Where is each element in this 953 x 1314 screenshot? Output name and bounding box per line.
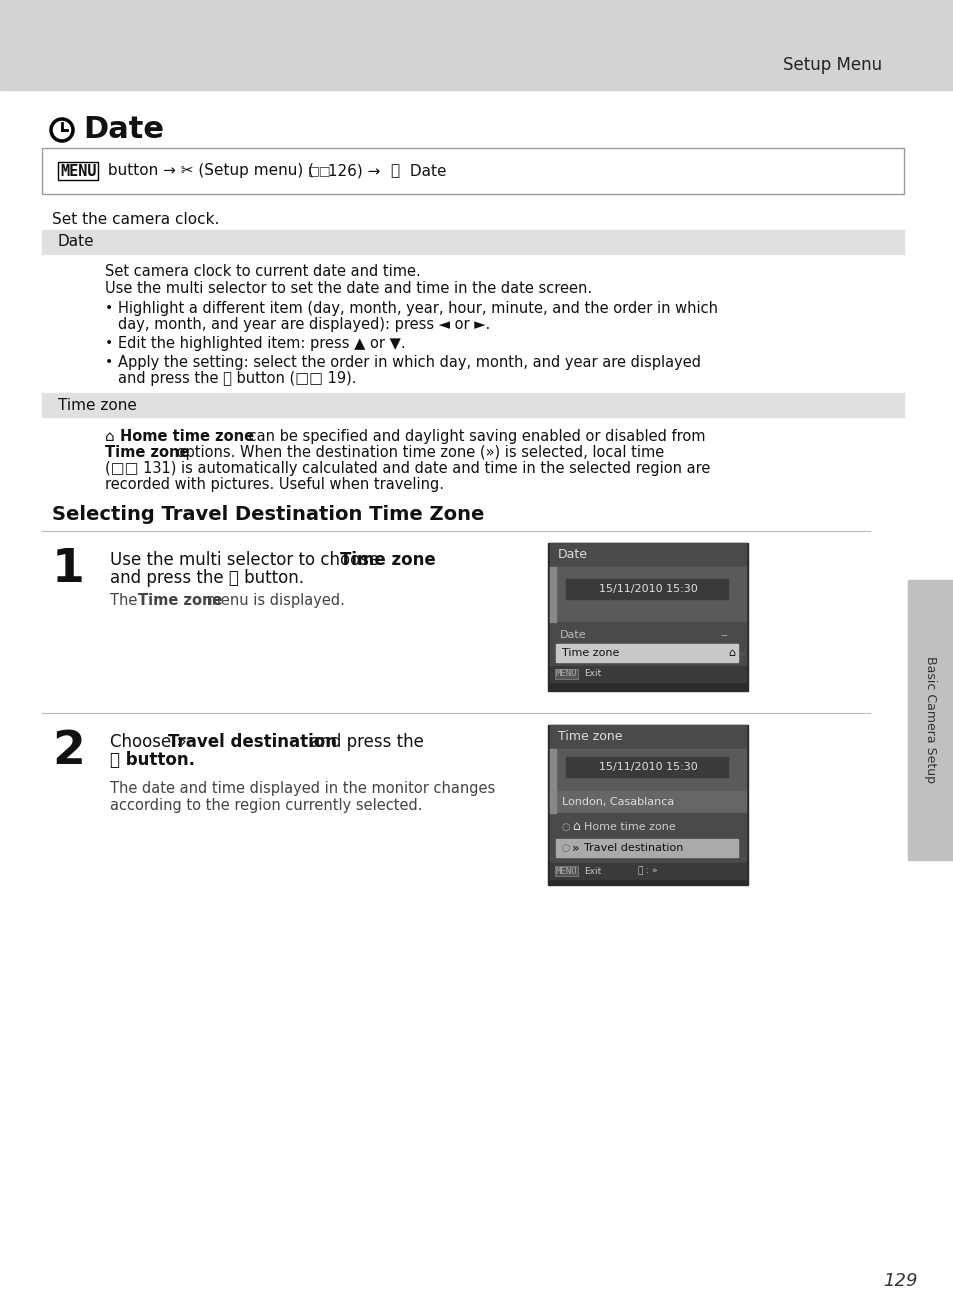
Bar	[550, 568, 745, 622]
Text: Time zone: Time zone	[58, 398, 136, 413]
Text: --: --	[720, 629, 727, 640]
Text: 15/11/2010 15:30: 15/11/2010 15:30	[598, 762, 697, 773]
Text: Home time zone: Home time zone	[583, 823, 675, 832]
Text: •: •	[105, 355, 113, 369]
Text: London, Casablanca: London, Casablanca	[561, 798, 674, 807]
Bar	[550, 791, 556, 813]
Bar	[550, 666, 745, 682]
Text: Time zone: Time zone	[339, 551, 436, 569]
Text: and press the ⓞ button.: and press the ⓞ button.	[110, 569, 304, 587]
Text: Travel destination: Travel destination	[168, 733, 336, 752]
Text: Selecting Travel Destination Time Zone: Selecting Travel Destination Time Zone	[52, 505, 484, 524]
Text: Exit: Exit	[583, 866, 600, 875]
Bar	[0, 0, 953, 89]
Text: Date: Date	[83, 116, 164, 145]
Text: ⌂: ⌂	[727, 648, 735, 658]
Text: Time zone: Time zone	[138, 593, 222, 608]
Text: Set camera clock to current date and time.: Set camera clock to current date and tim…	[105, 264, 420, 279]
Text: Setup Menu: Setup Menu	[782, 57, 882, 74]
Text: Date: Date	[559, 629, 586, 640]
Text: MENU: MENU	[556, 670, 577, 678]
Text: ○: ○	[561, 823, 570, 832]
Bar	[42, 393, 903, 417]
Bar	[550, 622, 745, 666]
Text: The: The	[110, 593, 142, 608]
Text: Highlight a different item (day, month, year, hour, minute, and the order in whi: Highlight a different item (day, month, …	[118, 301, 718, 315]
Text: 15/11/2010 15:30: 15/11/2010 15:30	[598, 583, 697, 594]
Text: ►: ►	[740, 649, 745, 657]
Text: Date: Date	[405, 163, 446, 179]
Bar	[550, 791, 745, 813]
Text: ⌂: ⌂	[572, 820, 579, 833]
Bar	[550, 749, 556, 791]
Bar	[547, 725, 747, 886]
Text: MENU: MENU	[60, 163, 96, 179]
Text: Date: Date	[558, 548, 587, 561]
Text: and press the ⓞ button (□□ 19).: and press the ⓞ button (□□ 19).	[118, 371, 356, 386]
Text: and press the: and press the	[305, 733, 423, 752]
Text: menu is displayed.: menu is displayed.	[202, 593, 345, 608]
Bar	[565, 579, 727, 599]
Bar	[907, 579, 953, 859]
Text: button → ✂ (Setup menu) (: button → ✂ (Setup menu) (	[103, 163, 314, 179]
Text: Choose »: Choose »	[110, 733, 192, 752]
Text: ⍇: ⍇	[390, 163, 398, 179]
Text: ⓞ : »: ⓞ : »	[638, 866, 657, 875]
Text: Use the multi selector to set the date and time in the date screen.: Use the multi selector to set the date a…	[105, 281, 592, 296]
Text: Use the multi selector to choose: Use the multi selector to choose	[110, 551, 384, 569]
Text: can be specified and daylight saving enabled or disabled from: can be specified and daylight saving ena…	[244, 428, 705, 444]
Text: •: •	[105, 301, 113, 315]
Text: »: »	[572, 841, 579, 854]
Text: MENU: MENU	[556, 866, 577, 875]
Text: options. When the destination time zone (») is selected, local time: options. When the destination time zone …	[172, 445, 663, 460]
Bar	[550, 863, 745, 879]
Bar	[550, 725, 745, 749]
Bar	[565, 757, 727, 777]
Bar	[550, 543, 745, 568]
Text: Home time zone: Home time zone	[120, 428, 253, 444]
Bar	[547, 543, 747, 691]
Text: (□□ 131) is automatically calculated and date and time in the selected region ar: (□□ 131) is automatically calculated and…	[105, 461, 710, 476]
Text: ⌂: ⌂	[105, 428, 119, 444]
Text: Apply the setting: select the order in which day, month, and year are displayed: Apply the setting: select the order in w…	[118, 355, 700, 371]
Bar	[42, 148, 903, 194]
Text: day, month, and year are displayed): press ◄ or ►.: day, month, and year are displayed): pre…	[118, 317, 490, 332]
Bar	[550, 813, 745, 863]
Text: ○: ○	[561, 844, 570, 853]
Text: 126) →: 126) →	[323, 163, 385, 179]
Text: Basic Camera Setup: Basic Camera Setup	[923, 657, 937, 783]
Text: Date: Date	[58, 234, 94, 250]
Text: Time zone: Time zone	[561, 648, 618, 658]
Text: Edit the highlighted item: press ▲ or ▼.: Edit the highlighted item: press ▲ or ▼.	[118, 336, 405, 351]
Text: Set the camera clock.: Set the camera clock.	[52, 212, 219, 227]
Bar	[550, 568, 556, 622]
Text: ⓞ button.: ⓞ button.	[110, 752, 194, 769]
Bar	[550, 749, 745, 791]
Text: 2: 2	[52, 729, 85, 774]
Text: 1: 1	[52, 547, 85, 593]
Text: Travel destination: Travel destination	[583, 844, 682, 853]
Text: according to the region currently selected.: according to the region currently select…	[110, 798, 422, 813]
Text: □□: □□	[308, 164, 331, 177]
Text: 129: 129	[882, 1272, 916, 1290]
Text: •: •	[105, 336, 113, 350]
Bar	[556, 840, 738, 857]
Text: Time zone: Time zone	[558, 731, 622, 744]
Bar	[556, 644, 738, 662]
Text: The date and time displayed in the monitor changes: The date and time displayed in the monit…	[110, 781, 495, 796]
Bar	[42, 230, 903, 254]
Text: recorded with pictures. Useful when traveling.: recorded with pictures. Useful when trav…	[105, 477, 443, 491]
Text: Exit: Exit	[583, 670, 600, 678]
Text: Time zone: Time zone	[105, 445, 190, 460]
